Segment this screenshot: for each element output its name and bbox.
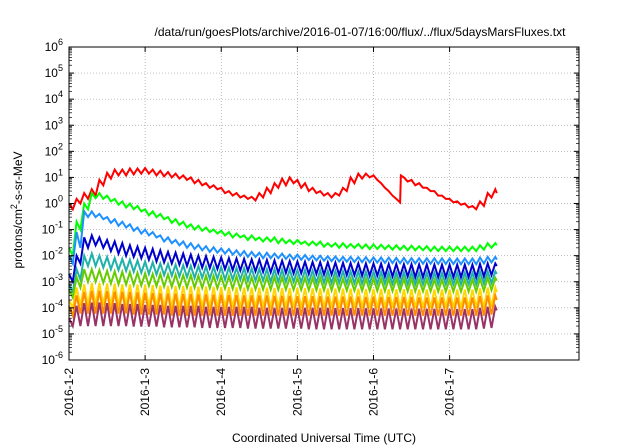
- series-line-7: [68, 282, 498, 311]
- y-axis-label-rest: -s-sr-MeV: [11, 151, 25, 204]
- y-tick-label: 106: [45, 37, 63, 54]
- chart-title: /data/run/goesPlots/archive/2016-01-07/1…: [155, 25, 567, 39]
- x-tick-label: 2016-1-4: [214, 368, 228, 416]
- y-tick-label: 103: [45, 115, 63, 132]
- plot-frame: [68, 46, 580, 361]
- x-tick-label: 2016-1-6: [366, 368, 380, 416]
- y-tick-label: 10-5: [42, 324, 63, 341]
- y-tick-label: 104: [45, 89, 63, 106]
- y-tick-label: 102: [45, 141, 63, 158]
- series-line-3: [68, 208, 498, 267]
- y-tick-label: 101: [45, 167, 63, 184]
- y-tick-label: 10-1: [42, 220, 63, 237]
- y-tick-label: 10-6: [42, 350, 63, 367]
- y-axis-label: protons/cm2-s-sr-MeV: [9, 151, 25, 268]
- y-tick-label: 10-3: [42, 272, 63, 289]
- y-tick-label: 105: [45, 63, 63, 80]
- series-line-6: [68, 265, 498, 301]
- y-axis-label-sup: 2: [9, 204, 19, 209]
- series-line-5: [68, 250, 498, 296]
- x-tick-label: 2016-1-2: [62, 368, 76, 416]
- y-tick-label: 10-2: [42, 246, 63, 263]
- series-group: [68, 166, 498, 330]
- y-axis-label-base: protons/cm: [11, 209, 25, 268]
- series-line-2: [68, 190, 498, 260]
- series-line-1: [68, 166, 498, 212]
- y-tick-label: 10-4: [42, 298, 63, 315]
- series-line-9: [68, 302, 498, 330]
- series-line-4: [68, 232, 498, 286]
- x-tick-label: 2016-1-3: [138, 368, 152, 416]
- series-line-8: [68, 290, 498, 320]
- x-tick-label: 2016-1-7: [443, 368, 457, 416]
- y-tick-label: 100: [45, 194, 63, 211]
- x-tick-label: 2016-1-5: [290, 368, 304, 416]
- axes: 10-6 10-5 10-4 10-3 10-2 10-1 100 101 102 103 104 1…: [42, 37, 580, 416]
- x-axis-label: Coordinated Universal Time (UTC): [232, 431, 416, 445]
